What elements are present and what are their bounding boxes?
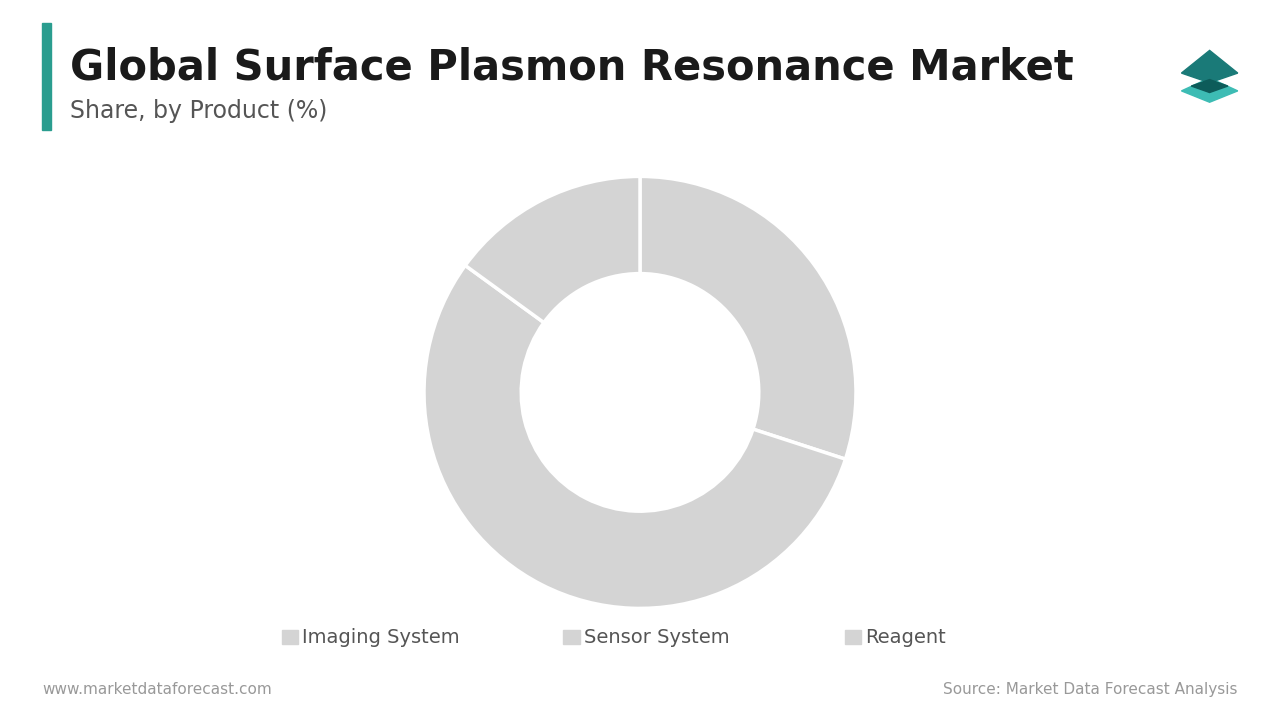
Wedge shape [640, 176, 856, 459]
Text: Share, by Product (%): Share, by Product (%) [70, 99, 328, 123]
Text: Source: Market Data Forecast Analysis: Source: Market Data Forecast Analysis [943, 682, 1238, 697]
Wedge shape [424, 266, 845, 608]
Wedge shape [465, 176, 640, 323]
Text: Sensor System: Sensor System [584, 628, 730, 647]
Text: Reagent: Reagent [865, 628, 946, 647]
Text: Imaging System: Imaging System [302, 628, 460, 647]
Text: Global Surface Plasmon Resonance Market: Global Surface Plasmon Resonance Market [70, 47, 1074, 89]
Text: www.marketdataforecast.com: www.marketdataforecast.com [42, 682, 271, 697]
